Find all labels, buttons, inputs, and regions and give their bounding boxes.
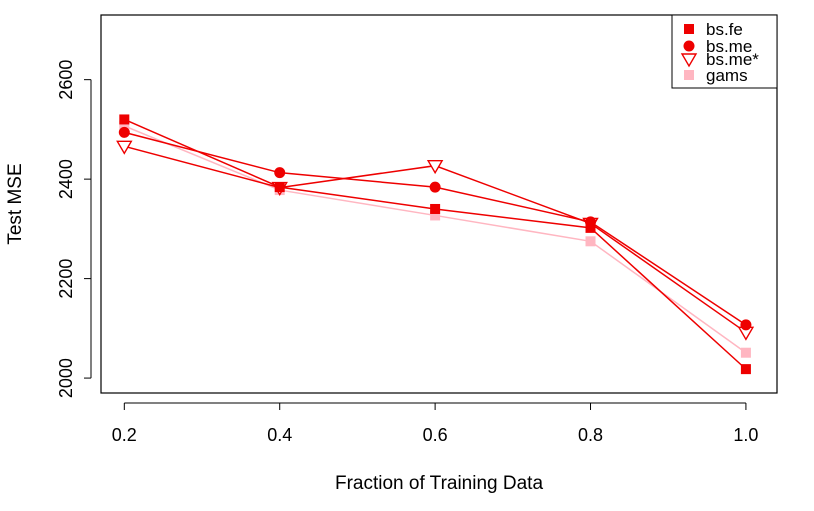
x-axis: 0.2 0.4 0.6 0.8 1.0 (112, 402, 758, 445)
legend-label: bs.me* (706, 50, 759, 69)
y-tick-label: 2600 (56, 60, 76, 100)
legend-label: bs.fe (706, 20, 743, 39)
data-point (116, 140, 133, 155)
series-gams (119, 120, 751, 358)
data-point (274, 167, 286, 179)
data-point (585, 236, 596, 247)
x-axis-title: Fraction of Training Data (335, 473, 543, 494)
series-layer (116, 114, 755, 375)
plot-frame (100, 14, 778, 394)
data-point (740, 364, 751, 375)
y-tick-label: 2000 (56, 358, 76, 398)
legend-label: gams (706, 66, 748, 85)
legend-item: bs.fe (684, 20, 743, 39)
data-point (430, 203, 441, 214)
legend-item: bs.me* (680, 50, 759, 69)
legend-marker (684, 24, 694, 34)
data-point (740, 319, 752, 331)
data-point (274, 182, 285, 193)
data-point (118, 126, 130, 138)
y-tick-label: 2200 (56, 259, 76, 299)
x-tick-label: 0.6 (423, 425, 448, 445)
data-point (426, 160, 444, 175)
y-tick-label: 2400 (56, 159, 76, 199)
data-point (430, 210, 441, 221)
data-point (585, 222, 596, 233)
y-axis: 2000 2200 2400 2600 (56, 60, 92, 398)
legend-label: bs.me (706, 37, 752, 56)
data-point (740, 347, 751, 358)
series-line (124, 145, 747, 333)
series-bs-me- (116, 140, 755, 341)
legend-marker (684, 70, 694, 80)
y-axis-title: Test MSE (5, 163, 26, 244)
data-point (119, 114, 130, 125)
data-point (119, 120, 130, 131)
x-tick-label: 1.0 (733, 425, 758, 445)
x-tick-label: 0.4 (267, 425, 292, 445)
x-tick-label: 0.8 (578, 425, 603, 445)
legend-marker (680, 53, 698, 68)
legend-marker (683, 40, 695, 52)
legend-item: bs.me (683, 37, 752, 56)
data-point (429, 181, 441, 193)
legend-item: gams (684, 66, 748, 85)
series-bs-fe (119, 114, 751, 375)
x-tick-label: 0.2 (112, 425, 137, 445)
series-bs-me (118, 126, 752, 331)
